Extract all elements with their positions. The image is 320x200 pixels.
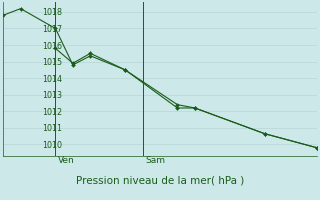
- X-axis label: Pression niveau de la mer( hPa ): Pression niveau de la mer( hPa ): [76, 175, 244, 185]
- Text: Ven: Ven: [58, 156, 75, 165]
- Text: Sam: Sam: [145, 156, 165, 165]
